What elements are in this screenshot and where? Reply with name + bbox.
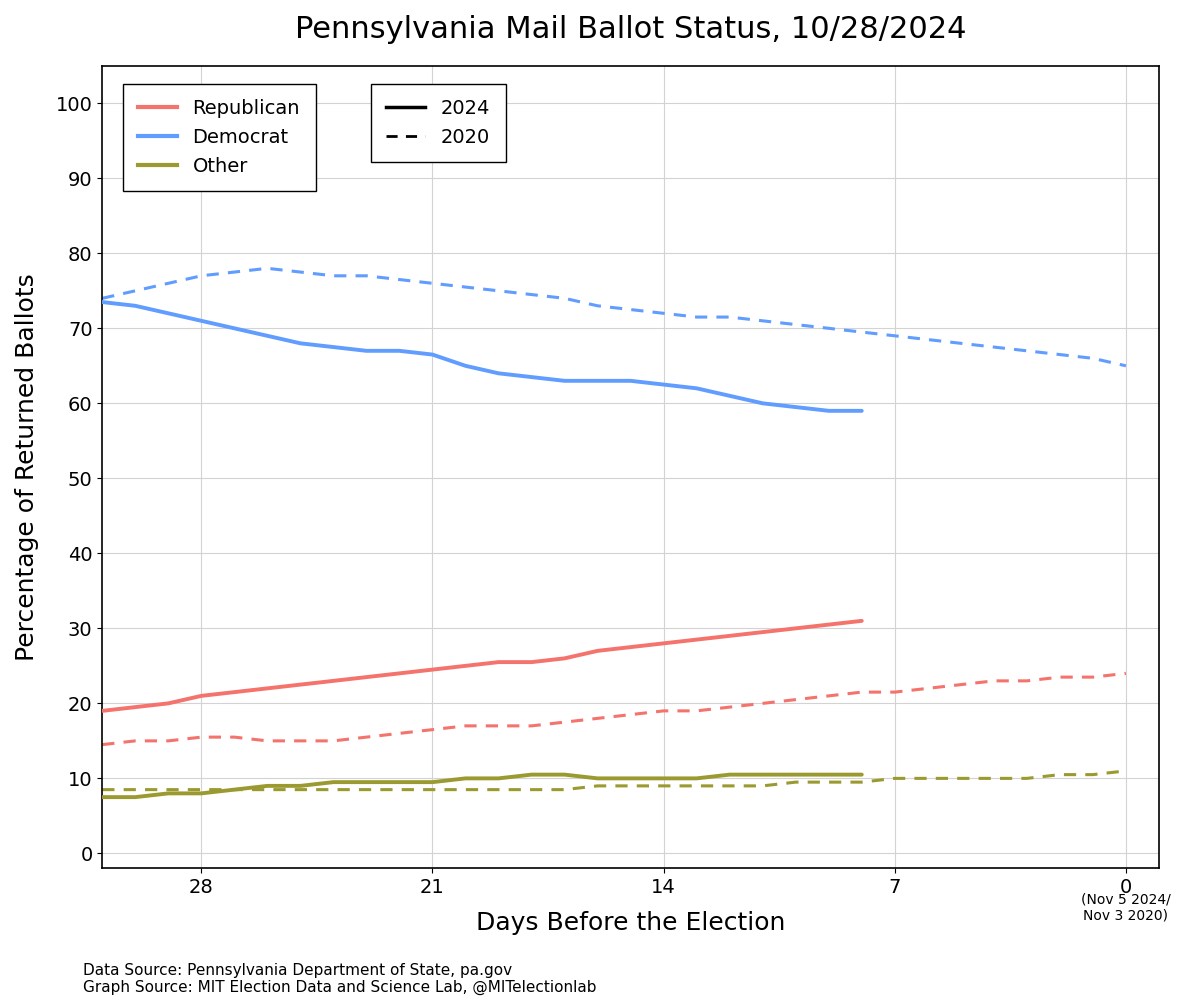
Legend: 2024, 2020: 2024, 2020 — [371, 84, 506, 162]
Title: Pennsylvania Mail Ballot Status, 10/28/2024: Pennsylvania Mail Ballot Status, 10/28/2… — [295, 15, 966, 44]
Text: Graph Source: MIT Election Data and Science Lab, @MITelectionlab: Graph Source: MIT Election Data and Scie… — [83, 980, 597, 995]
Y-axis label: Percentage of Returned Ballots: Percentage of Returned Ballots — [15, 273, 39, 661]
Text: Data Source: Pennsylvania Department of State, pa.gov: Data Source: Pennsylvania Department of … — [83, 963, 513, 978]
Text: (Nov 5 2024/
Nov 3 2020): (Nov 5 2024/ Nov 3 2020) — [1081, 892, 1171, 922]
X-axis label: Days Before the Election: Days Before the Election — [476, 911, 785, 935]
